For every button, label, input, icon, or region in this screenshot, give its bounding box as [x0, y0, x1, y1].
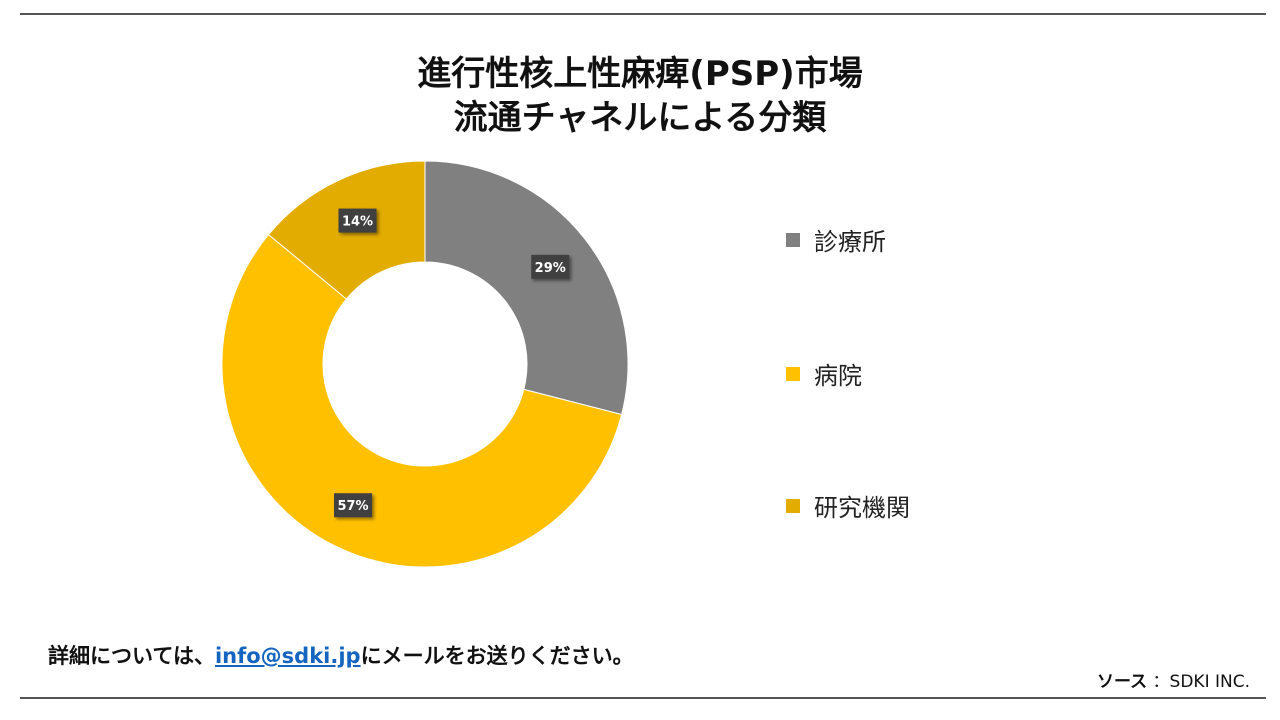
chart-title: 進行性核上性麻痺(PSP)市場 流通チャネルによる分類 — [0, 52, 1280, 140]
footer-note-prefix: 詳細については、 — [48, 644, 215, 668]
data-label-box — [334, 493, 373, 518]
data-label-clinic: 29% — [531, 254, 570, 279]
legend-item-research[interactable]: 研究機関 — [786, 488, 910, 523]
bottom-rule — [20, 697, 1266, 699]
legend-label-hospital: 病院 — [814, 362, 862, 390]
legend-label-research: 研究機関 — [814, 494, 910, 522]
data-label-box — [338, 208, 377, 233]
legend-item-clinic[interactable]: 診療所 — [786, 222, 886, 257]
top-rule — [20, 13, 1266, 15]
legend-item-hospital[interactable]: 病院 — [786, 356, 862, 391]
email-link[interactable]: info@sdki.jp — [214, 644, 361, 668]
data-label-text: 57% — [337, 499, 368, 514]
slice-hospital — [221, 233, 623, 568]
source-label: ソース — [1096, 672, 1148, 692]
legend-label-clinic: 診療所 — [814, 228, 886, 256]
chart-legend: 診療所 病院 研究機関 — [786, 0, 1086, 600]
data-label-research: 14% — [338, 208, 377, 233]
legend-swatch-research — [786, 498, 800, 513]
legend-swatch-clinic — [786, 232, 800, 247]
footer-note: 詳細については、info@sdki.jpにメールをお送りください。 — [48, 640, 634, 670]
source-credit: ソース ：SDKI INC. — [1097, 667, 1250, 692]
source-value: ：SDKI INC. — [1152, 672, 1250, 692]
data-label-text: 29% — [535, 261, 566, 276]
data-label-box — [531, 254, 570, 279]
footer-note-suffix: にメールをお送りください。 — [360, 644, 634, 668]
chart-title-line-1: 進行性核上性麻痺(PSP)市場 — [417, 54, 863, 94]
slice-clinic — [424, 160, 629, 416]
chart-title-line-2: 流通チャネルによる分類 — [453, 98, 827, 138]
data-label-hospital: 57% — [334, 493, 373, 518]
legend-swatch-hospital — [786, 366, 800, 381]
data-label-text: 14% — [342, 215, 373, 230]
